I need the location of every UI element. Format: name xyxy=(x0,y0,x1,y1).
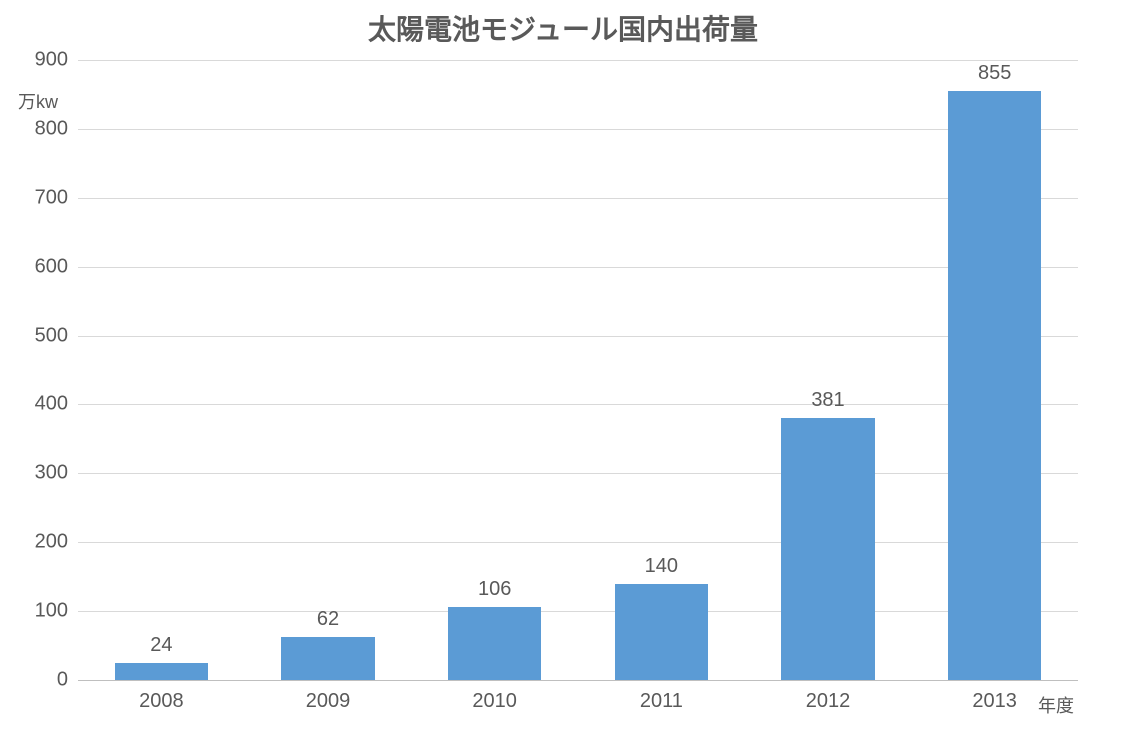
y-tick-label: 200 xyxy=(8,531,68,554)
bar xyxy=(281,637,374,680)
bar-value-label: 140 xyxy=(645,555,678,578)
bar xyxy=(115,663,208,680)
x-tick-label: 2010 xyxy=(472,690,517,713)
y-tick-label: 400 xyxy=(8,393,68,416)
gridline xyxy=(78,473,1078,474)
y-tick-label: 600 xyxy=(8,255,68,278)
x-tick-label: 2012 xyxy=(806,690,851,713)
gridline xyxy=(78,611,1078,612)
y-tick-label: 100 xyxy=(8,600,68,623)
x-axis-unit-label: 年度 xyxy=(1038,692,1074,718)
gridline xyxy=(78,542,1078,543)
x-tick-label: 2011 xyxy=(640,690,683,713)
gridline xyxy=(78,336,1078,337)
y-tick-label: 700 xyxy=(8,186,68,209)
y-tick-label: 900 xyxy=(8,49,68,72)
chart-title: 太陽電池モジュール国内出荷量 xyxy=(0,8,1126,48)
x-tick-label: 2009 xyxy=(306,690,351,713)
bar-value-label: 106 xyxy=(478,578,511,601)
gridline xyxy=(78,198,1078,199)
bar xyxy=(948,91,1041,680)
chart-container: 太陽電池モジュール国内出荷量 24 62 106 140 381 855 万kw 年度 0… xyxy=(0,0,1126,737)
bar-value-label: 24 xyxy=(150,634,172,657)
bar-value-label: 855 xyxy=(978,62,1011,85)
gridline xyxy=(78,129,1078,130)
y-axis-unit-label: 万kw xyxy=(18,88,58,114)
x-tick-label: 2008 xyxy=(139,690,184,713)
x-tick-label: 2013 xyxy=(972,690,1017,713)
gridline xyxy=(78,404,1078,405)
bar xyxy=(781,418,874,680)
y-tick-label: 0 xyxy=(8,669,68,692)
y-tick-label: 300 xyxy=(8,462,68,485)
bar xyxy=(615,584,708,680)
gridline xyxy=(78,60,1078,61)
bar-value-label: 381 xyxy=(811,389,844,412)
y-tick-label: 500 xyxy=(8,324,68,347)
gridline xyxy=(78,680,1078,681)
y-tick-label: 800 xyxy=(8,117,68,140)
gridline xyxy=(78,267,1078,268)
bar-value-label: 62 xyxy=(317,608,339,631)
plot-area: 24 62 106 140 381 855 xyxy=(78,60,1078,680)
bar xyxy=(448,607,541,680)
